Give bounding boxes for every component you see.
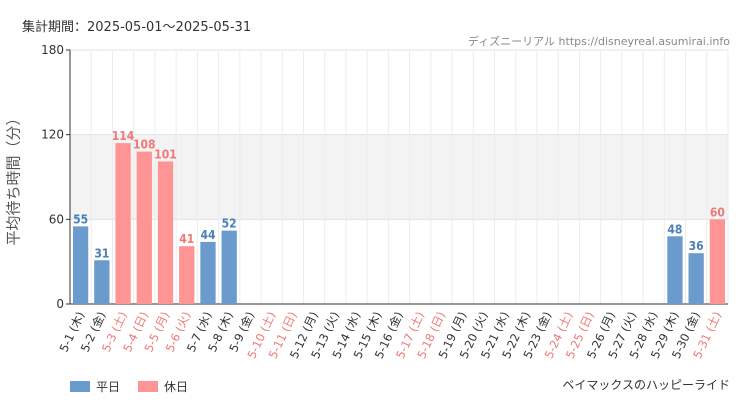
legend-item-weekday: 平日 [70,378,120,395]
bar-holiday-30 [709,219,726,304]
bar-weekday-29 [688,253,704,304]
attraction-name: ベイマックスのハッピーライド [562,378,730,392]
highlight-band [70,134,728,220]
bar-weekday-6 [200,241,216,304]
data-label-1: 31 [94,246,109,260]
y-tick-label-1: 60 [49,212,64,226]
site-credit: ディズニーリアル https://disneyreal.asumirai.inf… [467,35,730,48]
data-label-30: 60 [710,205,725,219]
legend-label-weekday: 平日 [96,380,121,394]
legend-item-holiday: 休日 [138,378,188,395]
bar-weekday-28 [667,236,683,304]
bar-holiday-2 [115,143,131,304]
bar-holiday-4 [157,161,174,304]
legend-swatch-weekday [70,381,90,392]
bar-holiday-3 [136,151,152,304]
data-label-3: 108 [133,138,156,152]
data-label-29: 36 [689,239,704,253]
y-tick-label-2: 120 [41,128,64,142]
data-label-6: 44 [200,228,216,242]
legend-label-holiday: 休日 [164,380,189,394]
legend-swatch-holiday [138,381,159,392]
legend: 平日 休日 [70,378,188,395]
bar-weekday-0 [72,226,89,304]
data-label-4: 101 [154,147,177,161]
y-tick-label-0: 0 [56,297,64,311]
period-label: 集計期間：2025-05-01～2025-05-31 [22,20,252,35]
data-label-28: 48 [667,222,682,236]
bar-holiday-5 [179,246,195,304]
data-label-5: 41 [179,232,194,246]
y-tick-label-3: 180 [41,43,64,57]
data-label-7: 52 [222,217,237,231]
data-label-0: 55 [73,212,88,226]
bar-weekday-1 [94,260,110,304]
bar-weekday-7 [221,230,237,304]
data-label-2: 114 [112,129,135,143]
